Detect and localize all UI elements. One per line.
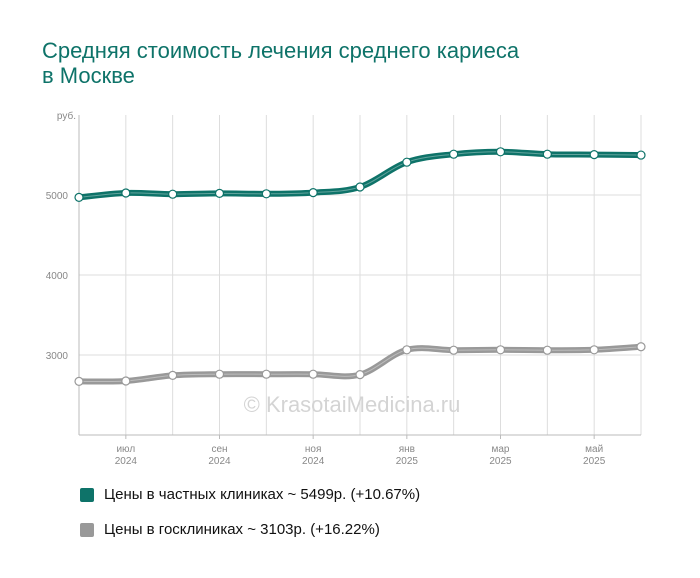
legend-swatch xyxy=(80,523,94,537)
x-tick-label-month: ноя xyxy=(305,444,322,455)
x-tick-label-year: 2025 xyxy=(396,456,419,467)
data-point-series-2 xyxy=(449,345,459,355)
x-tick-label-month: янв xyxy=(399,444,415,455)
data-point-series-1 xyxy=(542,149,552,159)
data-point-series-2 xyxy=(214,369,225,379)
data-point-series-2 xyxy=(589,345,599,355)
legend-label: Цены в частных клиниках ~ 5499р. (+10.67… xyxy=(104,486,421,503)
data-point-series-2 xyxy=(168,370,178,380)
data-point-series-2 xyxy=(261,369,271,379)
data-point-series-1 xyxy=(214,188,225,198)
data-point-series-2 xyxy=(402,345,412,355)
x-tick-label-year: 2024 xyxy=(208,456,231,467)
data-point-series-1 xyxy=(495,147,506,157)
chart-title-line-1: Средняя стоимость лечения среднего карие… xyxy=(42,38,520,63)
data-point-series-1 xyxy=(589,150,599,160)
data-point-series-2 xyxy=(308,369,318,379)
chart-title-line-2: в Москве xyxy=(42,63,135,88)
data-point-series-1 xyxy=(261,189,271,199)
data-point-series-2 xyxy=(542,345,552,355)
x-tick-label-month: мар xyxy=(492,444,510,455)
x-tick-label-month: июл xyxy=(116,444,135,455)
legend-swatch xyxy=(80,488,94,502)
watermark: © KrasotaiMedicina.ru xyxy=(244,392,461,417)
data-point-series-2 xyxy=(495,345,506,355)
data-point-series-1 xyxy=(636,150,646,160)
y-tick-label: 4000 xyxy=(46,271,69,282)
data-point-series-1 xyxy=(402,157,412,167)
data-point-series-1 xyxy=(355,182,365,192)
legend-label: Цены в госклиниках ~ 3103р. (+16.22%) xyxy=(104,521,380,538)
chart-title: Средняя стоимость лечения среднего карие… xyxy=(42,38,642,88)
x-tick-label-year: 2024 xyxy=(302,456,325,467)
data-point-series-1 xyxy=(121,188,131,198)
data-point-series-2 xyxy=(121,376,131,386)
x-tick-label-month: май xyxy=(585,444,603,455)
x-tick-label-month: сен xyxy=(211,444,227,455)
data-point-series-1 xyxy=(74,192,84,202)
data-point-series-1 xyxy=(308,188,318,198)
data-point-series-1 xyxy=(449,149,459,159)
data-point-series-2 xyxy=(636,342,646,352)
x-tick-label-year: 2025 xyxy=(583,456,606,467)
data-point-series-1 xyxy=(168,189,178,199)
x-tick-label-year: 2025 xyxy=(489,456,512,467)
y-tick-label: 5000 xyxy=(46,191,69,202)
data-point-series-2 xyxy=(74,376,84,386)
data-point-series-2 xyxy=(355,370,365,380)
y-tick-label: 3000 xyxy=(46,351,69,362)
x-tick-label-year: 2024 xyxy=(115,456,138,467)
y-axis-unit-label: руб. xyxy=(57,110,76,122)
